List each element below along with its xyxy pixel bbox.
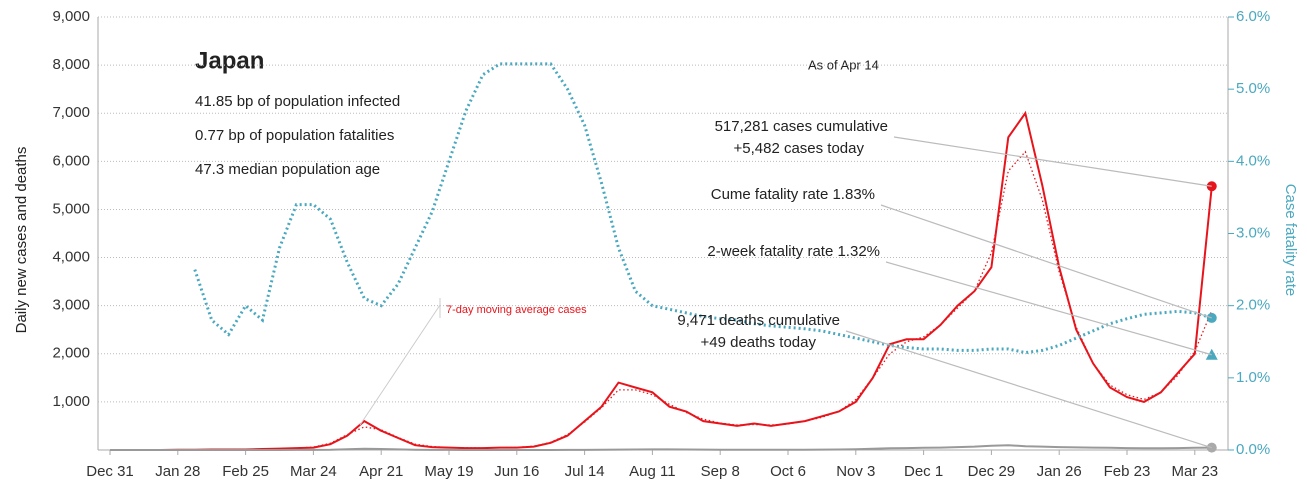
- y-tick-label: 3,000: [52, 297, 90, 314]
- y-tick-label: 2,000: [52, 345, 90, 362]
- callout-line: [893, 136, 1212, 187]
- x-tick-label: May 19: [424, 463, 473, 480]
- x-tick-label: Nov 3: [836, 463, 875, 480]
- x-tick-label: Dec 1: [904, 463, 943, 480]
- x-tick-label: Dec 31: [86, 463, 134, 480]
- y2-tick-label: 1.0%: [1236, 369, 1270, 386]
- callout-line: [845, 330, 1212, 449]
- x-tick-label: Jul 14: [565, 463, 605, 480]
- y-tick-label: 7,000: [52, 104, 90, 121]
- y-tick-label: 8,000: [52, 56, 90, 73]
- y-tick-label: 6,000: [52, 152, 90, 169]
- series-line: [193, 62, 1213, 355]
- x-tick-label: Jan 26: [1037, 463, 1082, 480]
- x-tick-label: Jun 16: [494, 463, 539, 480]
- annotation: 9,471 deaths cumulative: [677, 312, 840, 329]
- annotation: +49 deaths today: [700, 334, 816, 351]
- y2-axis-label: Case fatality rate: [1282, 184, 1299, 297]
- y2-tick-label: 4.0%: [1236, 152, 1270, 169]
- x-tick-label: Feb 23: [1104, 463, 1151, 480]
- annotation: 2-week fatality rate 1.32%: [707, 243, 880, 260]
- x-tick-label: Dec 29: [968, 463, 1016, 480]
- y2-tick-label: 5.0%: [1236, 80, 1270, 97]
- x-tick-label: Oct 6: [770, 463, 806, 480]
- subtitle-line: 41.85 bp of population infected: [195, 93, 400, 110]
- annotation: 517,281 cases cumulative: [715, 118, 888, 135]
- series-line: [110, 110, 1213, 451]
- y-tick-label: 9,000: [52, 8, 90, 25]
- y2-tick-label: 6.0%: [1236, 8, 1270, 25]
- callout-line: [880, 204, 1212, 319]
- x-tick-label: Mar 23: [1171, 463, 1218, 480]
- subtitle-line: 0.77 bp of population fatalities: [195, 127, 394, 144]
- chart-title: Japan: [195, 47, 264, 74]
- subtitle-line: 47.3 median population age: [195, 161, 380, 178]
- x-tick-label: Apr 21: [359, 463, 403, 480]
- callout-line: [359, 304, 441, 426]
- x-tick-label: Mar 24: [290, 463, 337, 480]
- as-of: As of Apr 14: [808, 57, 879, 72]
- series-line: [110, 444, 1212, 451]
- y2-tick-label: 3.0%: [1236, 224, 1270, 241]
- x-tick-label: Feb 25: [222, 463, 269, 480]
- y2-tick-label: 0.0%: [1236, 441, 1270, 458]
- y-axis-label: Daily new cases and deaths: [13, 147, 30, 334]
- annotation: Cume fatality rate 1.83%: [711, 186, 875, 203]
- y2-tick-label: 2.0%: [1236, 297, 1270, 314]
- x-tick-label: Sep 8: [701, 463, 740, 480]
- y-tick-label: 5,000: [52, 200, 90, 217]
- callout-line: [885, 261, 1212, 356]
- y-tick-label: 1,000: [52, 393, 90, 410]
- x-tick-label: Jan 28: [155, 463, 200, 480]
- x-tick-label: Aug 11: [629, 463, 675, 480]
- series-line: [110, 150, 1213, 451]
- annotation: +5,482 cases today: [733, 140, 864, 157]
- legend-label: 7-day moving average cases: [446, 304, 587, 316]
- y-tick-label: 4,000: [52, 249, 90, 266]
